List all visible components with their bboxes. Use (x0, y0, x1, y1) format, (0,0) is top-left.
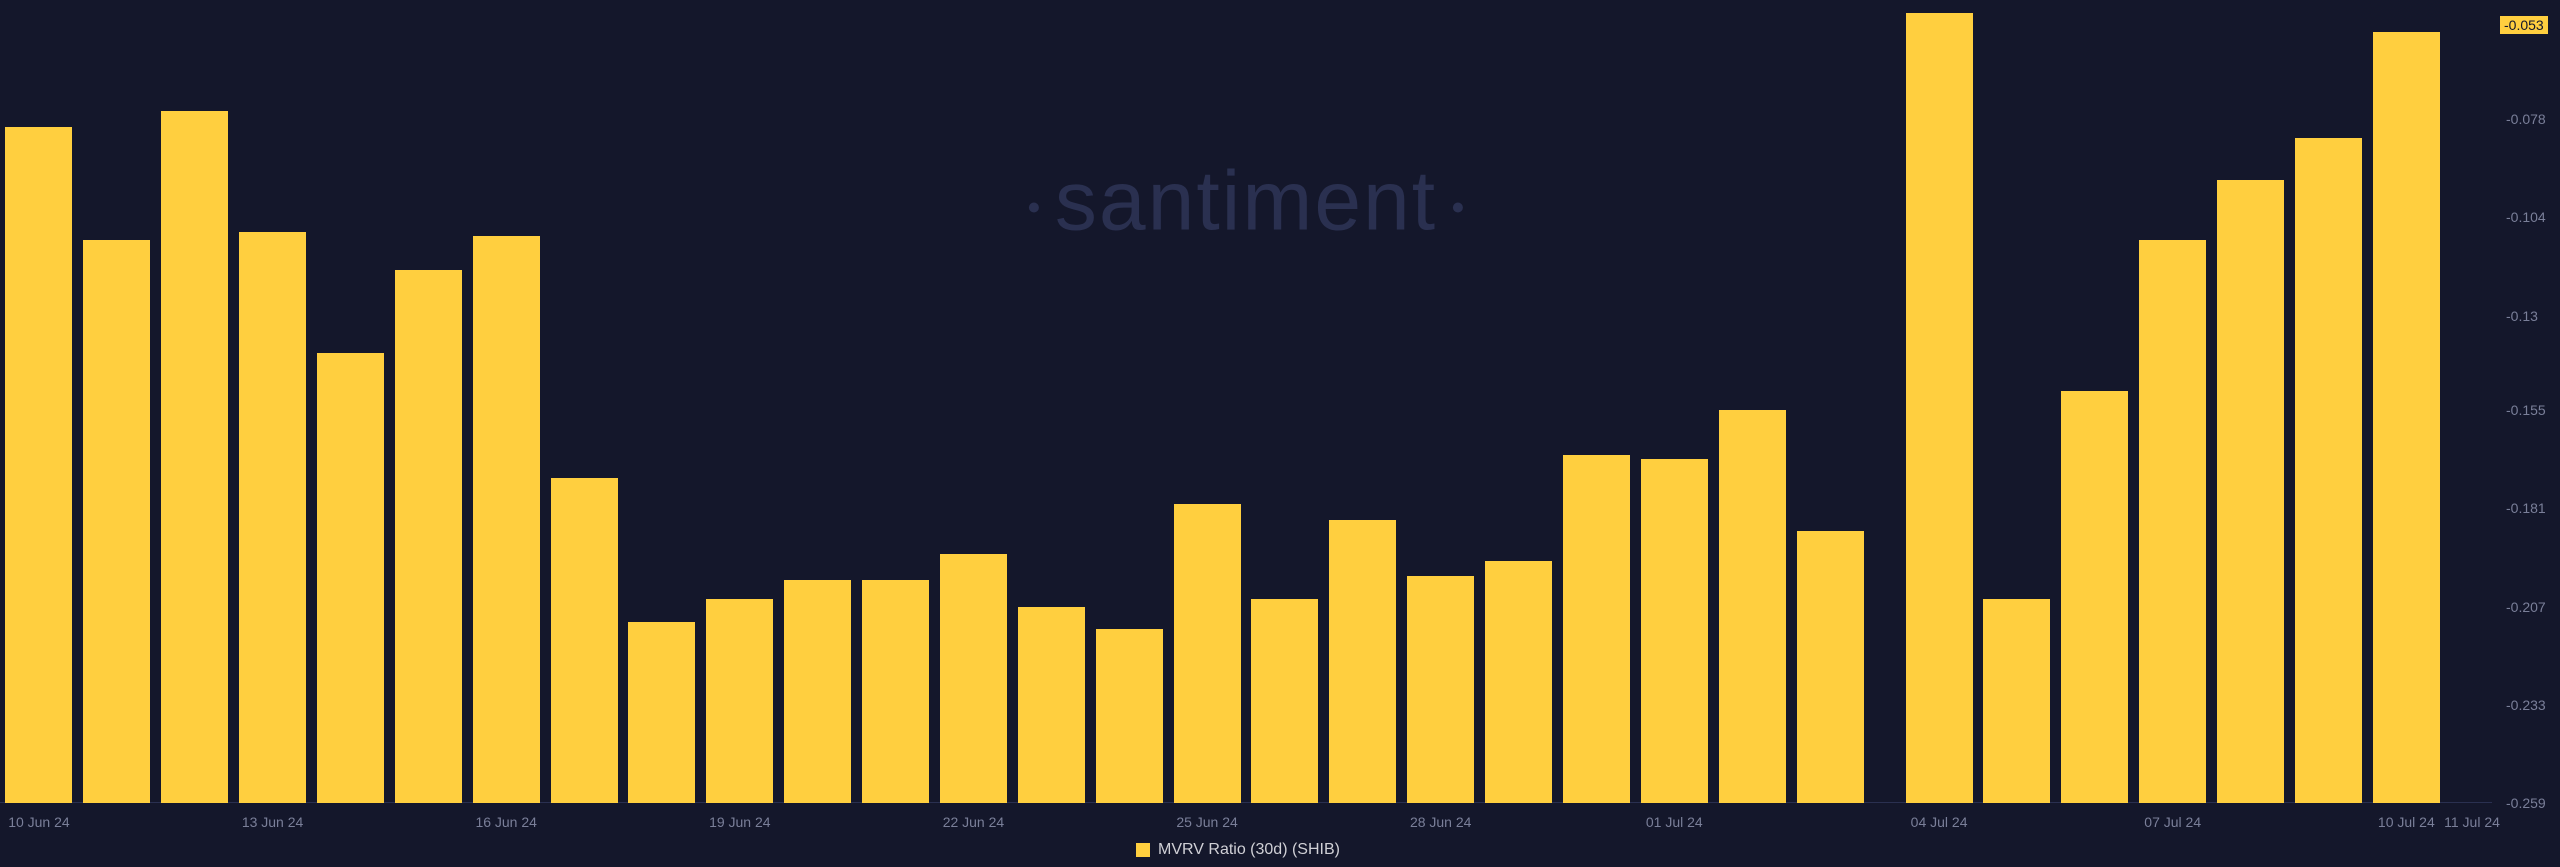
y-highlight-label: -0.053 (2500, 16, 2548, 34)
bar (1797, 531, 1864, 803)
bar (1329, 520, 1396, 803)
x-tick-label: 28 Jun 24 (1410, 814, 1472, 830)
bar (1983, 599, 2050, 803)
bar (5, 127, 72, 803)
x-tick-label: 16 Jun 24 (475, 814, 537, 830)
y-tick-label: -0.233 (2506, 697, 2546, 713)
bar (473, 236, 540, 803)
bar (551, 478, 618, 803)
bar (317, 353, 384, 803)
bar (2295, 138, 2362, 803)
legend-label: MVRV Ratio (30d) (SHIB) (1158, 841, 1340, 859)
bar (784, 580, 851, 803)
y-axis: -0.078 -0.104 -0.13 -0.155 -0.181 -0.207 -0.23… (2500, 0, 2560, 803)
bar (1641, 459, 1708, 803)
y-tick-label: -0.259 (2506, 795, 2546, 811)
watermark: santiment (1029, 152, 1463, 249)
x-tick-label: 19 Jun 24 (709, 814, 771, 830)
bar (1096, 629, 1163, 803)
bar (1174, 504, 1241, 803)
bar (83, 240, 150, 803)
bar (161, 111, 228, 803)
bar (862, 580, 929, 803)
y-tick-label: -0.13 (2506, 308, 2538, 324)
bar (1018, 607, 1085, 803)
bar (1485, 561, 1552, 803)
bar (1719, 410, 1786, 803)
bar (395, 270, 462, 803)
x-tick-label: 25 Jun 24 (1176, 814, 1238, 830)
y-tick-label: -0.207 (2506, 599, 2546, 615)
bar (940, 554, 1007, 803)
x-tick-label: 10 Jul 24 (2378, 814, 2435, 830)
bar (1251, 599, 1318, 803)
plot-area: santiment (0, 0, 2492, 803)
x-tick-label: 11 Jul 24 (2444, 814, 2500, 830)
bar (706, 599, 773, 803)
x-axis: 10 Jun 24 13 Jun 24 16 Jun 24 19 Jun 24 22 J… (0, 814, 2492, 834)
bar (2373, 32, 2440, 803)
bar (239, 232, 306, 803)
legend: MVRV Ratio (30d) (SHIB) (1136, 841, 1340, 859)
bar (1407, 576, 1474, 803)
x-tick-label: 01 Jul 24 (1646, 814, 1703, 830)
bar (628, 622, 695, 803)
y-tick-label: -0.181 (2506, 500, 2546, 516)
x-tick-label: 10 Jun 24 (8, 814, 70, 830)
y-tick-label: -0.078 (2506, 111, 2546, 127)
y-tick-label: -0.155 (2506, 402, 2546, 418)
bar (2061, 391, 2128, 803)
legend-swatch (1136, 843, 1150, 857)
bar (1563, 455, 1630, 803)
y-tick-label: -0.104 (2506, 209, 2546, 225)
x-tick-label: 04 Jul 24 (1911, 814, 1968, 830)
bar (2217, 180, 2284, 804)
x-tick-label: 07 Jul 24 (2144, 814, 2201, 830)
x-tick-label: 22 Jun 24 (943, 814, 1005, 830)
bar (2139, 240, 2206, 803)
mvrv-chart: santiment 10 Jun 24 13 Jun 24 16 Jun 24 19 … (0, 0, 2560, 867)
x-tick-label: 13 Jun 24 (242, 814, 304, 830)
bar (1906, 13, 1973, 803)
